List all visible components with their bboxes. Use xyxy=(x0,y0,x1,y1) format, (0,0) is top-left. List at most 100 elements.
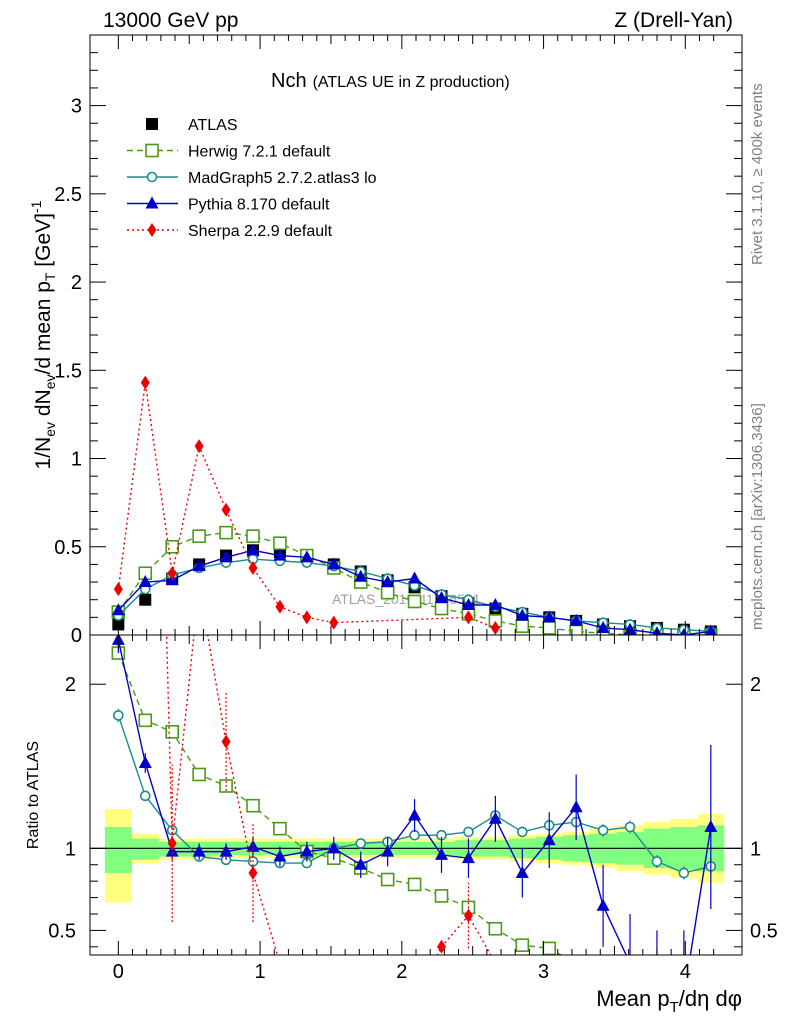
data-point-pythia xyxy=(138,756,152,768)
data-point-pythia xyxy=(300,550,314,563)
data-point-herwig xyxy=(273,821,287,836)
data-point-sherpa xyxy=(463,610,473,625)
y-tick-label: 1.5 xyxy=(54,360,82,382)
data-point-sherpa xyxy=(706,973,715,987)
data-point-sherpa xyxy=(302,610,312,625)
data-point-sherpa xyxy=(383,989,392,1003)
data-point-herwig xyxy=(434,601,449,616)
data-point-herwig xyxy=(246,529,260,543)
data-point-pythia xyxy=(488,598,502,610)
data-point-sherpa xyxy=(491,956,500,970)
top-y-axis-label: 1/Nev dNev/d mean pT [GeV]-1 xyxy=(28,200,58,469)
data-point-herwig xyxy=(407,877,422,892)
data-point-pythia xyxy=(381,844,395,857)
data-point-herwig xyxy=(597,974,609,986)
plot-title: Nch (ATLAS UE in Z production) xyxy=(271,70,510,92)
data-point-sherpa xyxy=(167,836,177,851)
data-point-pythia xyxy=(327,557,341,570)
y-tick-label: 0.5 xyxy=(54,537,82,559)
series-line-sherpa xyxy=(117,382,496,629)
data-point-herwig xyxy=(380,872,395,887)
data-point-herwig xyxy=(192,767,206,782)
legend-marker xyxy=(147,223,157,237)
data-point-madgraph5 xyxy=(597,824,609,836)
data-point-madgraph5 xyxy=(113,710,124,721)
data-point-pythia xyxy=(408,808,422,821)
data-point-pythia xyxy=(435,847,449,860)
data-point-sherpa xyxy=(221,502,231,517)
data-point-sherpa xyxy=(626,973,635,987)
data-point-sherpa xyxy=(275,599,285,614)
y-tick-label: 1 xyxy=(71,449,82,471)
series-line-herwig xyxy=(117,652,563,955)
data-point-pythia xyxy=(327,841,341,854)
data-point-pythia xyxy=(354,569,368,582)
data-point-atlas xyxy=(139,593,152,606)
x-tick-label: 0 xyxy=(113,961,124,983)
data-point-sherpa xyxy=(248,560,258,575)
data-point-herwig xyxy=(515,619,530,633)
data-point-pythia xyxy=(273,548,287,561)
data-point-herwig xyxy=(246,798,260,813)
data-point-sherpa xyxy=(463,908,473,923)
data-point-pythia xyxy=(219,550,233,563)
ratio-y-tick-label-right: 1 xyxy=(750,838,761,860)
data-point-pythia xyxy=(461,598,475,610)
x-tick-label: 4 xyxy=(680,961,691,983)
data-point-herwig xyxy=(542,941,557,955)
data-point-pythia xyxy=(273,849,287,862)
main-panel-series xyxy=(111,375,718,635)
x-tick-label: 1 xyxy=(255,961,266,983)
y-tick-label: 3 xyxy=(71,96,82,118)
data-point-pythia xyxy=(704,820,718,832)
data-point-sherpa xyxy=(167,566,177,581)
data-point-pythia xyxy=(542,610,556,623)
data-point-sherpa xyxy=(356,989,365,1003)
rivet-version-label: Rivet 3.1.10, ≥ 400k events xyxy=(749,83,766,265)
data-point-pythia xyxy=(381,575,395,588)
data-point-herwig xyxy=(192,529,206,543)
legend-marker xyxy=(146,171,158,183)
data-point-pythia xyxy=(542,833,556,846)
data-point-pythia xyxy=(569,613,583,626)
data-point-pythia xyxy=(624,956,637,968)
data-point-sherpa xyxy=(113,582,123,597)
data-point-pythia xyxy=(192,844,206,857)
data-point-pythia xyxy=(408,571,422,584)
data-point-herwig xyxy=(138,713,153,728)
header-left: 13000 GeV pp xyxy=(103,9,238,32)
y-tick-label: 2 xyxy=(71,272,82,294)
data-point-sherpa xyxy=(652,973,661,987)
data-point-herwig xyxy=(434,889,449,903)
data-point-sherpa xyxy=(490,620,500,635)
data-point-sherpa xyxy=(572,973,581,987)
data-point-herwig xyxy=(380,585,395,600)
data-point-pythia xyxy=(569,800,583,813)
x-tick-label: 3 xyxy=(538,961,549,983)
data-point-pythia xyxy=(596,898,610,911)
ratio-y-tick-label: 1 xyxy=(65,838,76,860)
axis-ticks: 0 1 2 3 4 0 0.5 1 1.5 2 2.5 3 0.5 0.5 1 1 2 2 xyxy=(48,35,778,983)
data-point-pythia xyxy=(219,844,233,857)
data-point-pythia xyxy=(461,851,475,864)
data-point-pythia xyxy=(515,865,529,878)
y-tick-label: 0 xyxy=(71,625,82,647)
ratio-y-axis-label: Ratio to ATLAS xyxy=(25,741,42,849)
data-point-herwig xyxy=(165,539,180,554)
data-point-pythia xyxy=(354,857,368,870)
mcplots-reference-label: mcplots.cern.ch [arXiv:1306.3436] xyxy=(749,403,766,630)
data-point-sherpa xyxy=(194,439,204,454)
data-point-pythia xyxy=(515,608,529,621)
data-point-madgraph5 xyxy=(409,829,420,841)
x-axis-label: Mean pT/dη dφ xyxy=(596,986,742,1016)
data-point-madgraph5 xyxy=(517,826,528,838)
legend-marker xyxy=(145,196,159,209)
data-point-herwig xyxy=(219,525,233,540)
data-point-pythia xyxy=(138,575,152,588)
legend-label: ATLAS xyxy=(188,117,238,134)
data-point-herwig xyxy=(542,621,557,635)
ratio-y-tick-label: 0.5 xyxy=(48,920,76,942)
ratio-y-tick-label-right: 0.5 xyxy=(750,920,778,942)
data-point-herwig xyxy=(165,725,180,739)
